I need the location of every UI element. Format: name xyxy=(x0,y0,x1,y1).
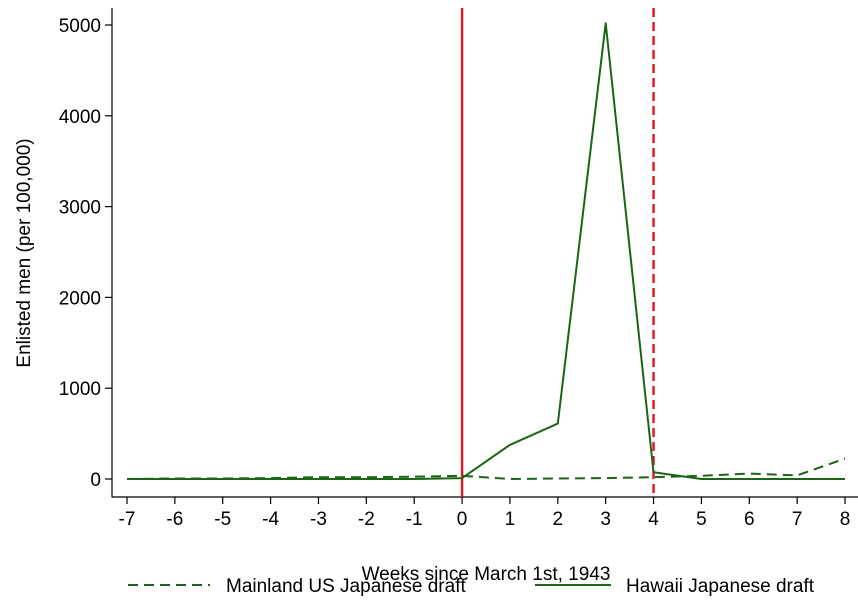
x-tick-label: 4 xyxy=(648,509,659,530)
y-tick-label: 0 xyxy=(90,470,101,491)
x-tick-label: -5 xyxy=(214,509,231,530)
series-lines xyxy=(126,22,846,480)
x-tick-label: 5 xyxy=(696,509,707,530)
legend-label-0: Mainland US Japanese draft xyxy=(226,576,466,597)
y-tick-label: 5000 xyxy=(59,16,101,37)
legend: Mainland US Japanese draft Hawaii Japanes… xyxy=(128,576,815,597)
y-tick-label: 3000 xyxy=(59,198,101,219)
x-tick-label: 6 xyxy=(744,509,755,530)
x-tick-label: 8 xyxy=(840,509,851,530)
x-tick-label: -3 xyxy=(310,509,327,530)
x-tick-label: 7 xyxy=(792,509,803,530)
y-tick-label: 1000 xyxy=(59,379,101,400)
x-tick-label: 3 xyxy=(600,509,611,530)
y-tick-label: 2000 xyxy=(59,288,101,309)
x-tick-label: -7 xyxy=(119,509,136,530)
x-tick-label: -1 xyxy=(406,509,423,530)
x-tick-label: 2 xyxy=(553,509,564,530)
y-tick-label: 4000 xyxy=(59,107,101,128)
y-axis-label: Enlisted men (per 100,000) xyxy=(14,138,35,367)
legend-label-1: Hawaii Japanese draft xyxy=(626,576,815,597)
series-line-1 xyxy=(127,22,845,480)
x-tick-label: 1 xyxy=(505,509,516,530)
x-axis-label: Weeks since March 1st, 1943 xyxy=(362,564,611,585)
axes: 0 1000 2000 3000 4000 5000 -7 -6 -5 -4 -3 -2 -1 0 1 2 3 4… xyxy=(59,8,858,530)
x-tick-label: -2 xyxy=(358,509,375,530)
x-tick-label: -4 xyxy=(262,509,279,530)
x-tick-label: 0 xyxy=(457,509,468,530)
reference-lines xyxy=(460,8,655,497)
x-tick-label: -6 xyxy=(166,509,183,530)
